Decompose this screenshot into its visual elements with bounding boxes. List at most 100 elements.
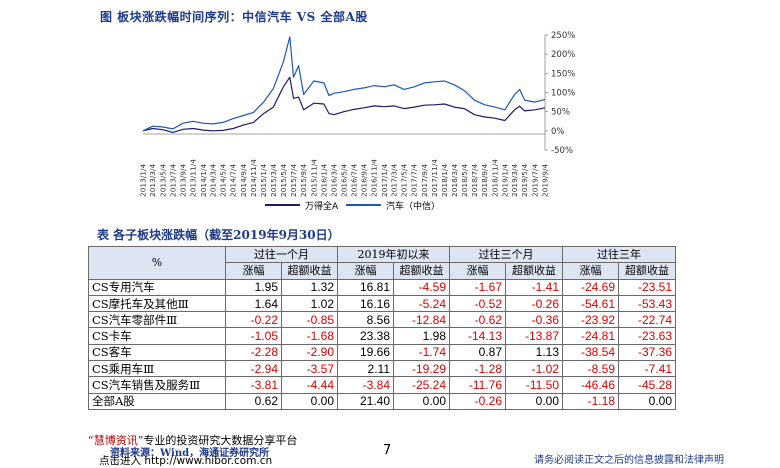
value-cell: -1.28 xyxy=(449,360,506,378)
table-header-periods: % 过往一个月 2019年初以来 过往三个月 过往三年 xyxy=(88,245,676,280)
value-cell: -2.90 xyxy=(281,343,338,362)
value-cell: -22.74 xyxy=(618,311,676,329)
x-tick-label: 2014/1/4 xyxy=(199,164,208,197)
value-cell: -3.81 xyxy=(225,376,282,394)
value-cell: -23.51 xyxy=(618,278,676,296)
x-tick-label: 2015/1/4 xyxy=(259,164,268,197)
value-cell: -0.52 xyxy=(449,294,506,313)
metric-header: 超额收益 xyxy=(505,262,563,280)
value-cell: -11.50 xyxy=(505,376,563,394)
value-cell: -54.61 xyxy=(562,294,619,313)
sector-name: CS卡车 xyxy=(88,327,226,345)
x-tick-label: 2013/7/4 xyxy=(168,164,177,197)
source-note: 资料来源：Wind，海通证券研究所 xyxy=(110,448,270,459)
value-cell: -46.46 xyxy=(562,376,619,394)
metric-header: 超额收益 xyxy=(281,262,338,280)
value-cell: 21.40 xyxy=(337,392,394,410)
value-cell: -38.54 xyxy=(562,343,619,362)
value-cell: -7.41 xyxy=(618,360,676,378)
value-cell: 1.98 xyxy=(393,327,450,345)
x-tick-label: 2015/3/4 xyxy=(269,164,278,197)
figure-title: 图 板块涨跌幅时间序列：中信汽车 VS 全部A股 xyxy=(100,10,368,24)
value-cell: -0.26 xyxy=(505,294,563,313)
value-cell: 23.38 xyxy=(337,327,394,345)
tagline-text: 专业的投资研究大数据分享平台 xyxy=(143,434,298,447)
value-cell: -3.84 xyxy=(337,376,394,394)
value-cell: -1.18 xyxy=(562,392,619,410)
series-line-wande-all-a xyxy=(142,76,546,133)
sector-name: CS专用汽车 xyxy=(88,278,226,296)
x-tick-label: 2016/7/4 xyxy=(349,164,358,197)
x-tick-label: 2013/1/4 xyxy=(139,164,148,197)
metric-header: 超额收益 xyxy=(618,262,676,280)
legal-disclaimer[interactable]: 请务必阅读正文之后的信息披露和法律声明 xyxy=(534,455,724,466)
value-cell: -13.87 xyxy=(505,327,563,345)
corner-header: % xyxy=(88,246,226,280)
value-cell: -4.59 xyxy=(393,278,450,296)
value-cell: 1.95 xyxy=(225,278,282,296)
x-tick-label: 2018/5/4 xyxy=(460,164,469,197)
x-tick-label: 2013/3/4 xyxy=(148,164,157,197)
x-tick-label: 2017/5/4 xyxy=(400,164,409,197)
sector-name: 全部A股 xyxy=(88,392,226,410)
value-cell: -5.24 xyxy=(393,294,450,313)
value-cell: -0.22 xyxy=(225,311,282,329)
x-tick-label: 2013/9/4 xyxy=(179,164,188,197)
value-cell: -14.13 xyxy=(449,327,506,345)
value-cell: 1.13 xyxy=(505,343,563,362)
x-tick-label: 2018/3/4 xyxy=(450,164,459,197)
x-tick-label: 2014/9/4 xyxy=(239,164,248,197)
x-tick-label: 2019/9/4 xyxy=(541,164,550,197)
y-tick-label: 100% xyxy=(551,89,575,99)
value-cell: 8.56 xyxy=(337,311,394,329)
value-cell: 0.00 xyxy=(281,392,338,410)
x-tick-label: 2014/3/4 xyxy=(209,164,218,197)
hibor-link[interactable]: 点击进入 http://www.hibor.com.cn xyxy=(99,455,273,467)
x-tick-label: 2016/11/4 xyxy=(370,159,379,197)
value-cell: -37.36 xyxy=(618,343,676,362)
value-cell: -45.28 xyxy=(618,376,676,394)
value-cell: 1.32 xyxy=(281,278,338,296)
platform-tagline: “慧博资讯”专业的投资研究大数据分享平台 xyxy=(88,432,297,448)
sector-name: CS摩托车及其他Ⅲ xyxy=(88,294,226,313)
brand-name: “慧博资讯” xyxy=(88,434,144,447)
x-tick-label: 2014/5/4 xyxy=(219,164,228,197)
page-number: 7 xyxy=(383,443,392,458)
value-cell: 0.00 xyxy=(618,392,676,410)
sector-name: CS客车 xyxy=(88,343,226,362)
metric-header: 涨幅 xyxy=(225,262,282,280)
value-cell: 0.00 xyxy=(393,392,450,410)
period-header: 2019年初以来 xyxy=(337,245,450,264)
value-cell: -1.74 xyxy=(393,343,450,362)
value-cell: 1.64 xyxy=(225,294,282,313)
value-cell: -11.76 xyxy=(449,376,506,394)
x-tick-label: 2017/11/4 xyxy=(430,159,439,197)
y-tick-label: 200% xyxy=(551,50,575,60)
value-cell: -25.24 xyxy=(393,376,450,394)
x-tick-label: 2019/1/4 xyxy=(500,164,509,197)
sector-name: CS乘用车Ⅲ xyxy=(88,360,226,378)
metric-header: 涨幅 xyxy=(337,262,394,280)
legend: 万得全A 汽车（中信） xyxy=(265,200,440,212)
value-cell: 19.66 xyxy=(337,343,394,362)
value-cell: 2.11 xyxy=(337,360,394,378)
value-cell: -23.92 xyxy=(562,311,619,329)
x-tick-label: 2019/7/4 xyxy=(530,164,539,197)
x-tick-label: 2016/5/4 xyxy=(339,164,348,197)
y-tick-label: 250% xyxy=(551,31,575,41)
x-tick-label: 2015/7/4 xyxy=(289,164,298,197)
period-header: 过往一个月 xyxy=(225,245,338,264)
x-tick-label: 2017/7/4 xyxy=(410,164,419,197)
x-tick-label: 2015/9/4 xyxy=(299,164,308,197)
table-row: CS汽车销售及服务Ⅲ -3.81 -4.44 -3.84 -25.24 -11.76 -11… xyxy=(88,376,676,394)
x-tick-label: 2016/1/4 xyxy=(319,164,328,197)
sector-performance-table: % 过往一个月 2019年初以来 过往三个月 过往三年 涨幅 超额收益 涨幅 超… xyxy=(88,245,676,410)
x-tick-label: 2013/11/4 xyxy=(189,159,198,197)
table-row: CS客车 -2.28 -2.90 19.66 -1.74 0.87 1.13 -38.54 -3… xyxy=(88,343,676,362)
value-cell: -24.69 xyxy=(562,278,619,296)
series-layer xyxy=(142,36,546,133)
value-cell: -1.02 xyxy=(505,360,563,378)
table-title: 表 各子板块涨跌幅（截至2019年9月30日） xyxy=(97,228,340,242)
legend-label-auto: 汽车（中信） xyxy=(386,200,440,212)
value-cell: -1.68 xyxy=(281,327,338,345)
